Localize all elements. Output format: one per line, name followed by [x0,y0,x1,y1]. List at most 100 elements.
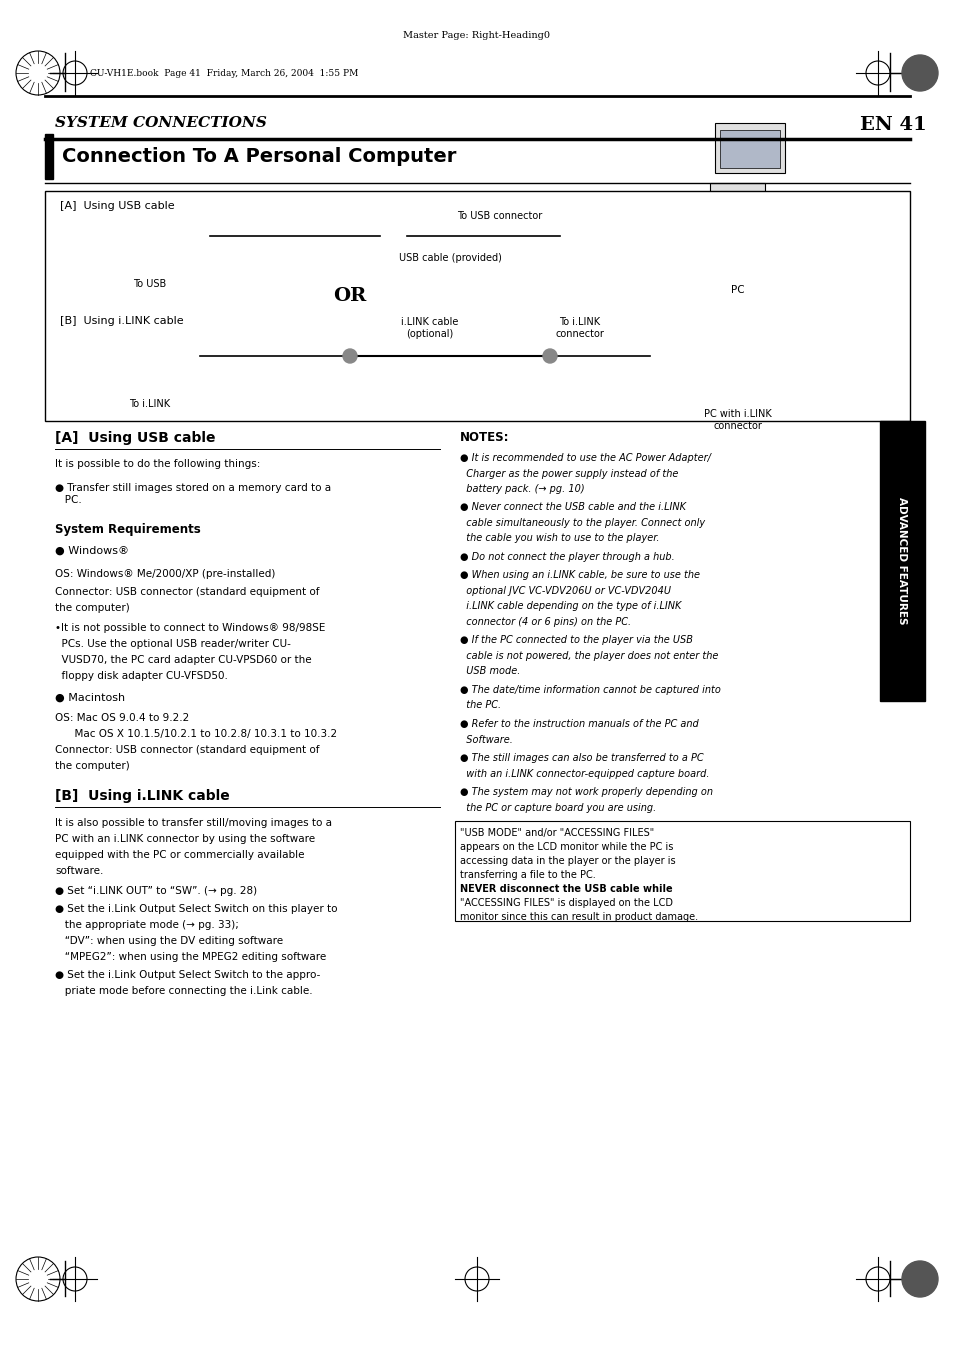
Text: •It is not possible to connect to Windows® 98/98SE: •It is not possible to connect to Window… [55,623,325,634]
Text: ● The still images can also be transferred to a PC: ● The still images can also be transferr… [459,753,703,763]
Text: [B]  Using i.LINK cable: [B] Using i.LINK cable [55,789,230,802]
Text: System Requirements: System Requirements [55,523,200,536]
Text: Connector: USB connector (standard equipment of: Connector: USB connector (standard equip… [55,744,319,755]
Text: i.LINK cable
(optional): i.LINK cable (optional) [401,317,458,339]
Text: the PC.: the PC. [459,701,500,711]
Bar [100,266,150,281]
FancyBboxPatch shape [455,821,909,921]
Text: "ACCESSING FILES" is displayed on the LCD: "ACCESSING FILES" is displayed on the LC… [459,898,672,908]
Text: It is also possible to transfer still/moving images to a: It is also possible to transfer still/mo… [55,817,332,828]
Text: optional JVC VC-VDV206U or VC-VDV204U: optional JVC VC-VDV206U or VC-VDV204U [459,586,670,596]
Text: ADVANCED FEATURES: ADVANCED FEATURES [896,497,906,624]
Text: ● Macintosh: ● Macintosh [55,693,125,703]
Text: CU-VH1E.book  Page 41  Friday, March 26, 2004  1:55 PM: CU-VH1E.book Page 41 Friday, March 26, 2… [90,69,358,77]
Text: “MPEG2”: when using the MPEG2 editing software: “MPEG2”: when using the MPEG2 editing so… [55,952,326,962]
Text: priate mode before connecting the i.Link cable.: priate mode before connecting the i.Link… [55,986,313,996]
Text: the computer): the computer) [55,761,130,771]
Text: SYSTEM CONNECTIONS: SYSTEM CONNECTIONS [55,116,267,130]
Bar [700,276,784,285]
Bar [709,305,764,396]
Text: Software.: Software. [459,735,513,744]
Text: ● When using an i.LINK cable, be sure to use the: ● When using an i.LINK cable, be sure to… [459,570,700,581]
Text: OS: Mac OS 9.0.4 to 9.2.2: OS: Mac OS 9.0.4 to 9.2.2 [55,713,189,723]
Bar [720,253,780,290]
Text: the cable you wish to use to the player.: the cable you wish to use to the player. [459,534,659,543]
Text: software.: software. [55,866,103,875]
Text: Connection To A Personal Computer: Connection To A Personal Computer [62,146,456,166]
Text: monitor since this can result in product damage.: monitor since this can result in product… [459,912,698,921]
Text: ● Never connect the USB cable and the i.LINK: ● Never connect the USB cable and the i.… [459,503,685,512]
Circle shape [542,349,557,363]
Text: Master Page: Right-Heading0: Master Page: Right-Heading0 [403,31,550,41]
Text: with an i.LINK connector-equipped capture board.: with an i.LINK connector-equipped captur… [459,769,709,778]
Text: Mac OS X 10.1.5/10.2.1 to 10.2.8/ 10.3.1 to 10.3.2: Mac OS X 10.1.5/10.2.1 to 10.2.8/ 10.3.1… [55,730,336,739]
Text: accessing data in the player or the player is: accessing data in the player or the play… [459,857,675,866]
Bar [700,399,784,408]
Bar [100,322,200,386]
Text: ● Set the i.Link Output Select Switch on this player to: ● Set the i.Link Output Select Switch on… [55,904,337,915]
Text: [B]  Using i.LINK cable: [B] Using i.LINK cable [60,316,183,326]
Text: It is possible to do the following things:: It is possible to do the following thing… [55,459,260,469]
Bar [100,196,210,266]
Bar [572,230,586,243]
Text: the PC or capture board you are using.: the PC or capture board you are using. [459,802,656,812]
Bar [379,230,395,243]
Bar [45,134,53,178]
Text: PC with i.LINK
connector: PC with i.LINK connector [703,409,771,431]
Text: VUSD70, the PC card adapter CU-VPSD60 or the: VUSD70, the PC card adapter CU-VPSD60 or… [55,655,312,665]
Text: appears on the LCD monitor while the PC is: appears on the LCD monitor while the PC … [459,842,673,852]
Text: equipped with the PC or commercially available: equipped with the PC or commercially ava… [55,850,304,861]
Text: ● Do not connect the player through a hub.: ● Do not connect the player through a hu… [459,553,674,562]
Text: [A]  Using USB cable: [A] Using USB cable [60,201,174,211]
Text: i.LINK cable depending on the type of i.LINK: i.LINK cable depending on the type of i.… [459,601,680,612]
Text: transferring a file to the PC.: transferring a file to the PC. [459,870,595,880]
Text: PC: PC [730,285,744,295]
Text: ● Set the i.Link Output Select Switch to the appro-: ● Set the i.Link Output Select Switch to… [55,970,320,979]
Text: OR: OR [333,286,366,305]
Bar [714,123,784,173]
Bar [714,246,784,296]
Text: PCs. Use the optional USB reader/writer CU-: PCs. Use the optional USB reader/writer … [55,639,291,648]
Bar [879,422,924,701]
Bar [559,230,569,243]
Text: To i.LINK: To i.LINK [130,399,171,409]
Text: “DV”: when using the DV editing software: “DV”: when using the DV editing software [55,936,283,946]
Text: USB mode.: USB mode. [459,666,519,677]
Bar [720,130,780,168]
Text: Connector: USB connector (standard equipment of: Connector: USB connector (standard equip… [55,586,319,597]
Text: ● Windows®: ● Windows® [55,546,129,557]
Text: PC with an i.LINK connector by using the software: PC with an i.LINK connector by using the… [55,834,314,844]
Text: ● If the PC connected to the player via the USB: ● If the PC connected to the player via … [459,635,692,646]
Text: ● Transfer still images stored on a memory card to a
   PC.: ● Transfer still images stored on a memo… [55,484,331,505]
Text: cable is not powered, the player does not enter the: cable is not powered, the player does no… [459,651,718,661]
Bar [396,230,407,243]
Text: ● It is recommended to use the AC Power Adapter/: ● It is recommended to use the AC Power … [459,453,710,463]
Text: ● The date/time information cannot be captured into: ● The date/time information cannot be ca… [459,685,720,694]
Text: cable simultaneously to the player. Connect only: cable simultaneously to the player. Conn… [459,517,704,528]
Text: NEVER disconnect the USB cable while: NEVER disconnect the USB cable while [459,884,672,894]
Text: To USB: To USB [133,280,167,289]
Text: NOTES:: NOTES: [459,431,509,444]
Circle shape [901,1260,937,1297]
Text: ● Set “i.LINK OUT” to “SW”. (→ pg. 28): ● Set “i.LINK OUT” to “SW”. (→ pg. 28) [55,886,257,896]
Text: floppy disk adapter CU-VFSD50.: floppy disk adapter CU-VFSD50. [55,671,228,681]
Circle shape [901,55,937,91]
Text: battery pack. (→ pg. 10): battery pack. (→ pg. 10) [459,484,584,494]
Text: To USB connector: To USB connector [456,211,542,222]
Text: ● Refer to the instruction manuals of the PC and: ● Refer to the instruction manuals of th… [459,719,698,730]
Text: To i.LINK
connector: To i.LINK connector [555,317,604,339]
Text: Charger as the power supply instead of the: Charger as the power supply instead of t… [459,469,678,478]
Text: ● The system may not work properly depending on: ● The system may not work properly depen… [459,788,712,797]
Circle shape [343,349,356,363]
Text: the computer): the computer) [55,603,130,613]
Text: connector (4 or 6 pins) on the PC.: connector (4 or 6 pins) on the PC. [459,617,631,627]
Bar [125,338,170,376]
Text: the appropriate mode (→ pg. 33);: the appropriate mode (→ pg. 33); [55,920,238,929]
Bar [709,182,764,273]
Text: [A]  Using USB cable: [A] Using USB cable [55,431,215,444]
Text: USB cable (provided): USB cable (provided) [398,253,501,263]
Bar [130,211,180,251]
Text: OS: Windows® Me/2000/XP (pre-installed): OS: Windows® Me/2000/XP (pre-installed) [55,569,275,580]
Text: "USB MODE" and/or "ACCESSING FILES": "USB MODE" and/or "ACCESSING FILES" [459,828,654,838]
Text: EN 41: EN 41 [859,116,925,134]
